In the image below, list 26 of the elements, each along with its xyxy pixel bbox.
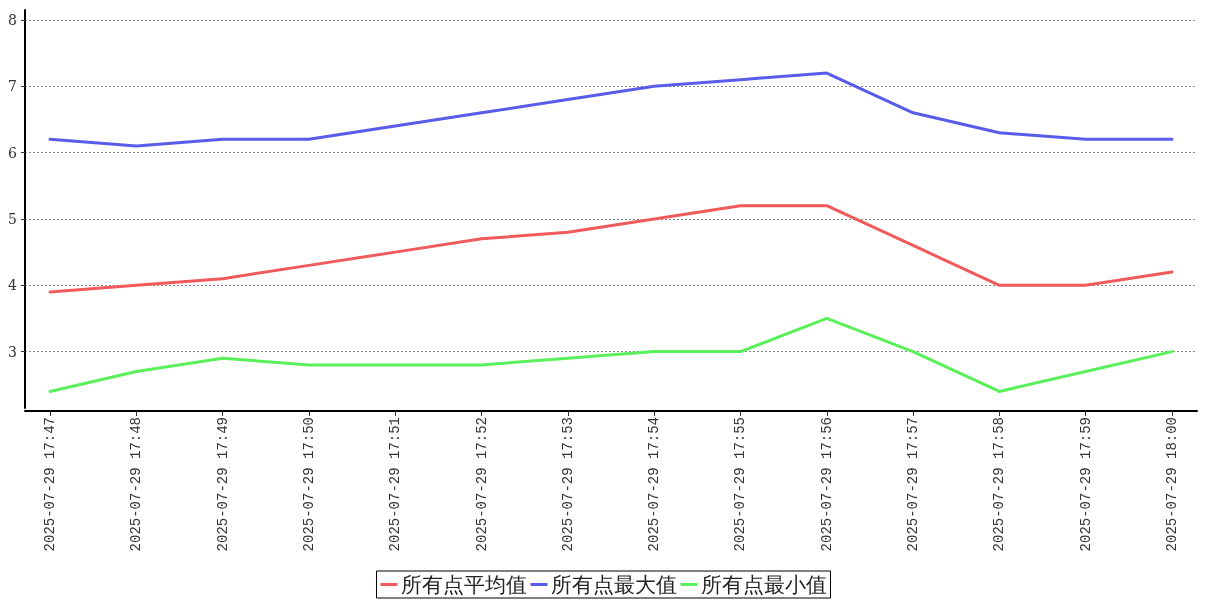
line-series: [48, 71, 1174, 148]
x-tick-label: 2025-07-29 17:53: [559, 417, 576, 552]
x-tick-label: 2025-07-29 18:00: [1163, 417, 1180, 552]
y-tick-label: 7: [8, 78, 17, 95]
x-tick-label: 2025-07-29 17:51: [387, 417, 404, 552]
legend-label: 所有点最大值: [550, 572, 677, 597]
x-tick-label: 2025-07-29 17:54: [646, 417, 663, 552]
y-tick-label: 4: [8, 277, 18, 294]
y-tick-label: 3: [8, 343, 17, 360]
y-tick-label: 8: [8, 11, 17, 28]
x-tick-label: 2025-07-29 17:47: [42, 417, 59, 552]
x-tick-label: 2025-07-29 17:50: [300, 417, 317, 552]
y-tick-label: 5: [8, 210, 17, 227]
legend-label: 所有点平均值: [400, 572, 527, 597]
line-series: [48, 316, 1174, 393]
x-tick-label: 2025-07-29 17:56: [818, 417, 835, 552]
x-tick-label: 2025-07-29 17:58: [991, 417, 1008, 552]
legend-label: 所有点最小值: [700, 572, 827, 597]
x-tick-label: 2025-07-29 17:57: [905, 417, 922, 552]
line-series: [48, 204, 1174, 294]
y-tick-label: 6: [8, 144, 18, 161]
x-tick-label: 2025-07-29 17:55: [732, 417, 749, 552]
x-tick-label: 2025-07-29 17:52: [473, 417, 490, 552]
x-tick-label: 2025-07-29 17:49: [214, 417, 231, 552]
x-tick-label: 2025-07-29 17:59: [1077, 417, 1094, 552]
x-tick-label: 2025-07-29 17:48: [128, 417, 145, 552]
